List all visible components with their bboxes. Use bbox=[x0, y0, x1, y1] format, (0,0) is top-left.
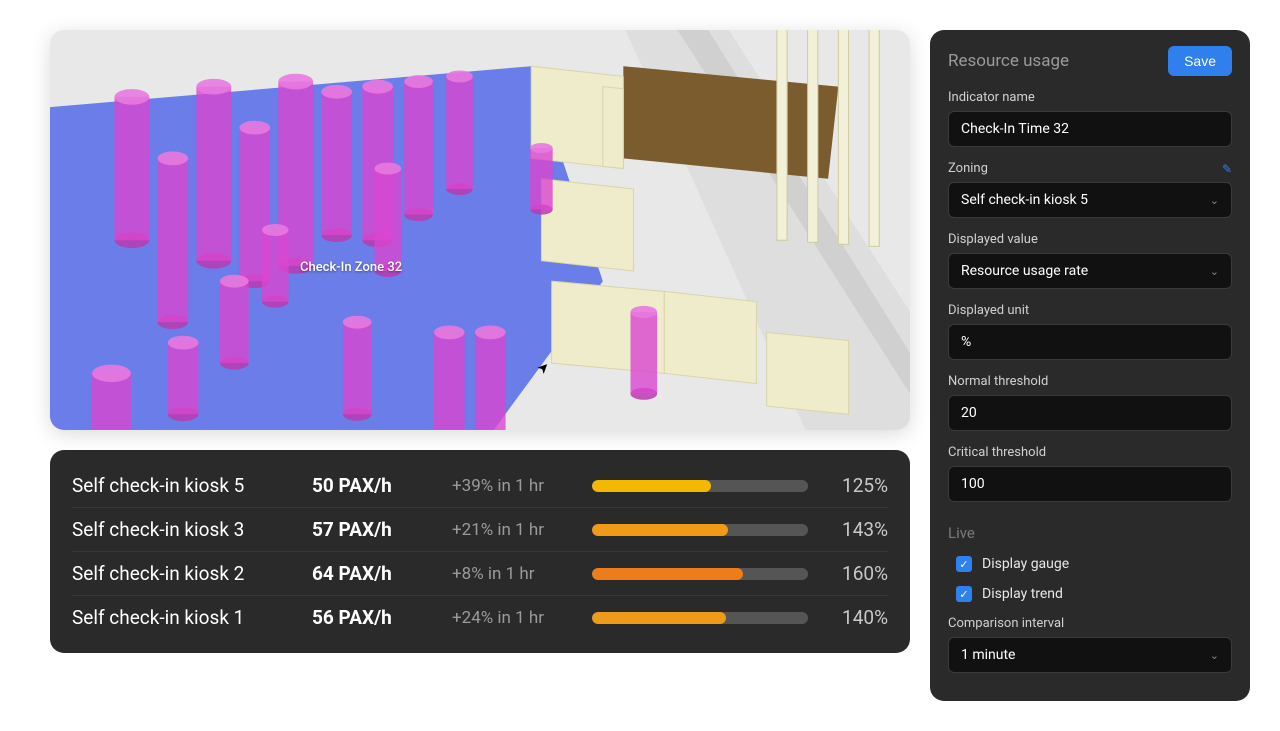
normal-threshold-label: Normal threshold bbox=[948, 374, 1232, 389]
panel-title: Resource usage bbox=[948, 51, 1069, 71]
displayed-unit-input[interactable] bbox=[948, 324, 1232, 360]
display-trend-row[interactable]: ✓ Display trend bbox=[948, 582, 1232, 606]
normal-threshold-input[interactable] bbox=[948, 395, 1232, 431]
zoning-label: Zoning bbox=[948, 161, 988, 176]
comparison-interval-value: 1 minute bbox=[961, 647, 1015, 663]
kiosk-trend: +21% in 1 hr bbox=[452, 520, 582, 540]
kiosk-list-panel: Self check-in kiosk 5 50 PAX/h +39% in 1 h… bbox=[50, 450, 910, 653]
kiosk-rate: 56 PAX/h bbox=[312, 606, 442, 629]
kiosk-rate: 64 PAX/h bbox=[312, 562, 442, 585]
checkbox-checked-icon: ✓ bbox=[956, 556, 972, 572]
kiosk-trend: +8% in 1 hr bbox=[452, 564, 582, 584]
3d-visualization-panel[interactable]: Check-In Zone 32 ➤ bbox=[50, 30, 910, 430]
critical-threshold-label: Critical threshold bbox=[948, 445, 1232, 460]
kiosk-name: Self check-in kiosk 1 bbox=[72, 606, 302, 629]
displayed-value-value: Resource usage rate bbox=[961, 263, 1088, 279]
display-gauge-row[interactable]: ✓ Display gauge bbox=[948, 552, 1232, 576]
kiosk-rate: 50 PAX/h bbox=[312, 474, 442, 497]
zone-label: Check-In Zone 32 bbox=[300, 260, 402, 275]
usage-gauge bbox=[592, 612, 808, 624]
edit-icon[interactable]: ✎ bbox=[1222, 162, 1232, 176]
viz-svg bbox=[50, 30, 910, 430]
indicator-name-label: Indicator name bbox=[948, 90, 1232, 105]
displayed-value-select[interactable]: Resource usage rate ⌄ bbox=[948, 253, 1232, 289]
kiosk-row[interactable]: Self check-in kiosk 3 57 PAX/h +21% in 1 h… bbox=[72, 507, 888, 551]
save-button[interactable]: Save bbox=[1168, 46, 1232, 76]
kiosk-name: Self check-in kiosk 5 bbox=[72, 474, 302, 497]
kiosk-trend: +39% in 1 hr bbox=[452, 476, 582, 496]
displayed-unit-label: Displayed unit bbox=[948, 303, 1232, 318]
kiosk-row[interactable]: Self check-in kiosk 1 56 PAX/h +24% in 1 h… bbox=[72, 595, 888, 639]
kiosk-percentage: 160% bbox=[818, 562, 888, 585]
kiosk-row[interactable]: Self check-in kiosk 5 50 PAX/h +39% in 1 h… bbox=[72, 464, 888, 507]
critical-threshold-input[interactable] bbox=[948, 466, 1232, 502]
usage-gauge bbox=[592, 480, 808, 492]
kiosk-trend: +24% in 1 hr bbox=[452, 608, 582, 628]
usage-gauge bbox=[592, 524, 808, 536]
zoning-value: Self check-in kiosk 5 bbox=[961, 192, 1088, 208]
zoning-select[interactable]: Self check-in kiosk 5 ⌄ bbox=[948, 182, 1232, 218]
usage-gauge bbox=[592, 568, 808, 580]
display-trend-label: Display trend bbox=[982, 586, 1063, 602]
settings-panel: Resource usage Save Indicator name Zonin… bbox=[930, 30, 1250, 701]
kiosk-name: Self check-in kiosk 2 bbox=[72, 562, 302, 585]
kiosk-rate: 57 PAX/h bbox=[312, 518, 442, 541]
chevron-down-icon: ⌄ bbox=[1210, 649, 1219, 662]
live-section-label: Live bbox=[948, 524, 1232, 542]
display-gauge-label: Display gauge bbox=[982, 556, 1069, 572]
chevron-down-icon: ⌄ bbox=[1210, 194, 1219, 207]
chevron-down-icon: ⌄ bbox=[1210, 265, 1219, 278]
indicator-name-input[interactable] bbox=[948, 111, 1232, 147]
displayed-value-label: Displayed value bbox=[948, 232, 1232, 247]
kiosk-percentage: 143% bbox=[818, 518, 888, 541]
kiosk-percentage: 140% bbox=[818, 606, 888, 629]
checkbox-checked-icon: ✓ bbox=[956, 586, 972, 602]
comparison-interval-select[interactable]: 1 minute ⌄ bbox=[948, 637, 1232, 673]
comparison-interval-label: Comparison interval bbox=[948, 616, 1232, 631]
kiosk-name: Self check-in kiosk 3 bbox=[72, 518, 302, 541]
kiosk-row[interactable]: Self check-in kiosk 2 64 PAX/h +8% in 1 hr… bbox=[72, 551, 888, 595]
kiosk-percentage: 125% bbox=[818, 474, 888, 497]
